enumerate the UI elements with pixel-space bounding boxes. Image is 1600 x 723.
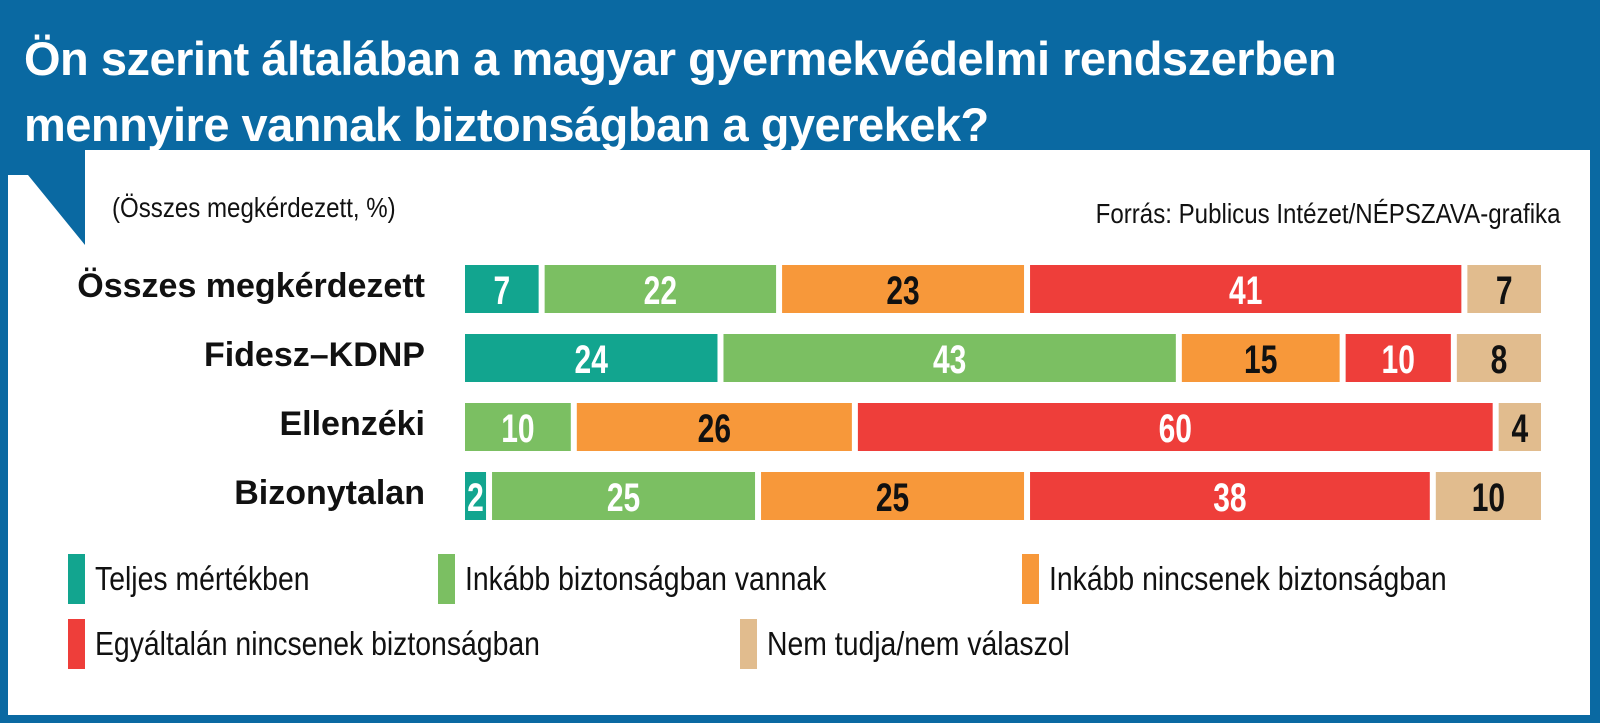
data-label: 2 bbox=[467, 476, 484, 520]
bar-segment bbox=[782, 265, 1025, 313]
legend-swatch bbox=[68, 619, 85, 669]
data-label: 4 bbox=[1511, 407, 1528, 451]
bar-segment bbox=[544, 265, 777, 313]
bar-segment bbox=[465, 265, 539, 313]
legend-swatch bbox=[68, 554, 85, 604]
legend-swatch bbox=[1022, 554, 1039, 604]
legend-item: Teljes mértékben bbox=[68, 553, 344, 605]
bar-segment bbox=[1030, 265, 1462, 313]
row-label: Fidesz–KDNP bbox=[203, 336, 425, 374]
data-label: 43 bbox=[933, 338, 966, 382]
data-label: 7 bbox=[1496, 269, 1513, 313]
row-label: Ellenzéki bbox=[279, 405, 425, 443]
bar-segment bbox=[857, 403, 1493, 451]
title-line-2: mennyire vannak biztonságban a gyerekek? bbox=[24, 98, 989, 151]
data-label: 7 bbox=[493, 269, 510, 313]
data-label: 23 bbox=[886, 269, 919, 313]
legend-item: Egyáltalán nincsenek biztonságban bbox=[68, 618, 612, 670]
bar-segment bbox=[492, 472, 756, 520]
data-label: 15 bbox=[1244, 338, 1277, 382]
data-label: 41 bbox=[1229, 269, 1262, 313]
bar-segment bbox=[1181, 334, 1340, 382]
legend-swatch bbox=[438, 554, 455, 604]
chart-title: Ön szerint általában a magyar gyermekvéd… bbox=[24, 26, 1337, 158]
legend-label: Teljes mértékben bbox=[95, 560, 310, 597]
legend-label: Inkább nincsenek biztonságban bbox=[1049, 560, 1447, 597]
legend-swatch bbox=[740, 619, 757, 669]
data-label: 26 bbox=[698, 407, 731, 451]
row-label: Bizonytalan bbox=[234, 474, 425, 512]
data-label: 25 bbox=[607, 476, 640, 520]
bar-segment bbox=[723, 334, 1176, 382]
bar-segment bbox=[1456, 334, 1541, 382]
bar-segment bbox=[465, 403, 571, 451]
data-label: 8 bbox=[1491, 338, 1508, 382]
legend-item: Inkább biztonságban vannak bbox=[438, 553, 885, 605]
legend-label: Egyáltalán nincsenek biztonságban bbox=[95, 625, 540, 662]
data-label: 60 bbox=[1159, 407, 1192, 451]
legend-label: Nem tudja/nem válaszol bbox=[767, 625, 1070, 662]
chart-subtitle: (Összes megkérdezett, %) bbox=[112, 192, 396, 223]
bar-segment bbox=[1435, 472, 1541, 520]
bar-segment bbox=[576, 403, 852, 451]
data-label: 24 bbox=[575, 338, 609, 382]
data-label: 10 bbox=[501, 407, 534, 451]
legend-item: Inkább nincsenek biztonságban bbox=[1022, 553, 1511, 605]
speech-notch bbox=[8, 150, 85, 245]
data-label: 22 bbox=[644, 269, 677, 313]
bar-segment bbox=[761, 472, 1025, 520]
legend-item: Nem tudja/nem válaszol bbox=[740, 618, 1119, 670]
legend-label: Inkább biztonságban vannak bbox=[465, 560, 827, 597]
data-label: 10 bbox=[1472, 476, 1505, 520]
data-label: 10 bbox=[1382, 338, 1415, 382]
data-label: 25 bbox=[876, 476, 909, 520]
bar-segment bbox=[465, 334, 718, 382]
title-line-1: Ön szerint általában a magyar gyermekvéd… bbox=[24, 32, 1337, 85]
bar-segment bbox=[1467, 265, 1541, 313]
bar-segment bbox=[465, 472, 487, 520]
bar-segment bbox=[1498, 403, 1541, 451]
bar-segment bbox=[1345, 334, 1451, 382]
bar-segment bbox=[1030, 472, 1430, 520]
row-label: Összes megkérdezett bbox=[77, 267, 425, 305]
data-label: 38 bbox=[1213, 476, 1246, 520]
source-note: Forrás: Publicus Intézet/NÉPSZAVA-grafik… bbox=[1095, 198, 1560, 229]
